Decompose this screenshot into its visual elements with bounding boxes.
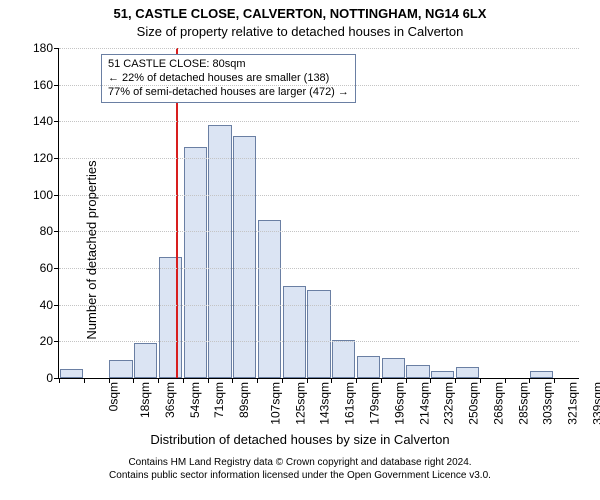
annotation-box: 51 CASTLE CLOSE: 80sqm← 22% of detached …: [101, 54, 356, 103]
xtick-mark: [307, 378, 308, 383]
xtick-mark: [257, 378, 258, 383]
bar: [431, 371, 454, 378]
ytick-label: 100: [33, 188, 59, 202]
gridline: [59, 48, 579, 49]
plot-area: 51 CASTLE CLOSE: 80sqm← 22% of detached …: [58, 48, 579, 379]
bar: [307, 290, 330, 378]
xtick-mark: [84, 378, 85, 383]
gridline: [59, 85, 579, 86]
xtick-mark: [430, 378, 431, 383]
annotation-line: 77% of semi-detached houses are larger (…: [108, 86, 349, 100]
ytick-label: 180: [33, 41, 59, 55]
ytick-label: 120: [33, 151, 59, 165]
ytick-label: 60: [40, 261, 59, 275]
xtick-mark: [505, 378, 506, 383]
xtick-mark: [109, 378, 110, 383]
footer-line: Contains HM Land Registry data © Crown c…: [0, 456, 600, 469]
xtick-label: 107sqm: [269, 382, 283, 425]
bar: [456, 367, 479, 378]
xtick-label: 54sqm: [188, 382, 202, 418]
xtick-label: 303sqm: [541, 382, 555, 425]
xtick-mark: [59, 378, 60, 383]
gridline: [59, 195, 579, 196]
xtick-mark: [480, 378, 481, 383]
gridline: [59, 158, 579, 159]
bar: [406, 365, 429, 378]
xtick-mark: [282, 378, 283, 383]
xtick-label: 285sqm: [516, 382, 530, 425]
x-axis-label: Distribution of detached houses by size …: [0, 432, 600, 447]
xtick-label: 179sqm: [368, 382, 382, 425]
xtick-label: 161sqm: [343, 382, 357, 425]
chart-title-main: 51, CASTLE CLOSE, CALVERTON, NOTTINGHAM,…: [0, 6, 600, 21]
xtick-mark: [232, 378, 233, 383]
chart-title-sub: Size of property relative to detached ho…: [0, 24, 600, 39]
xtick-label: 36sqm: [163, 382, 177, 418]
chart-container: 51, CASTLE CLOSE, CALVERTON, NOTTINGHAM,…: [0, 0, 600, 500]
ytick-label: 80: [40, 224, 59, 238]
bar: [283, 286, 306, 378]
gridline: [59, 121, 579, 122]
xtick-mark: [133, 378, 134, 383]
xtick-mark: [356, 378, 357, 383]
xtick-mark: [208, 378, 209, 383]
xtick-label: 89sqm: [237, 382, 251, 418]
xtick-mark: [455, 378, 456, 383]
xtick-mark: [554, 378, 555, 383]
xtick-mark: [406, 378, 407, 383]
bar: [134, 343, 157, 378]
xtick-label: 143sqm: [318, 382, 332, 425]
bar: [159, 257, 182, 378]
xtick-mark: [381, 378, 382, 383]
gridline: [59, 341, 579, 342]
bar: [357, 356, 380, 378]
xtick-mark: [158, 378, 159, 383]
gridline: [59, 231, 579, 232]
ytick-label: 0: [46, 371, 59, 385]
xtick-label: 321sqm: [566, 382, 580, 425]
bar: [208, 125, 231, 378]
bar: [60, 369, 83, 378]
bar: [530, 371, 553, 378]
xtick-mark: [529, 378, 530, 383]
xtick-label: 214sqm: [417, 382, 431, 425]
xtick-mark: [183, 378, 184, 383]
bar: [258, 220, 281, 378]
bar: [184, 147, 207, 378]
gridline: [59, 268, 579, 269]
bar: [382, 358, 405, 378]
ytick-label: 160: [33, 78, 59, 92]
xtick-label: 125sqm: [293, 382, 307, 425]
xtick-label: 71sqm: [212, 382, 226, 418]
xtick-label: 339sqm: [591, 382, 600, 425]
annotation-line: ← 22% of detached houses are smaller (13…: [108, 72, 349, 86]
xtick-label: 250sqm: [467, 382, 481, 425]
xtick-mark: [331, 378, 332, 383]
bar: [109, 360, 132, 378]
gridline: [59, 305, 579, 306]
annotation-line: 51 CASTLE CLOSE: 80sqm: [108, 58, 349, 72]
xtick-label: 268sqm: [492, 382, 506, 425]
ytick-label: 40: [40, 298, 59, 312]
xtick-label: 18sqm: [138, 382, 152, 418]
ytick-label: 140: [33, 114, 59, 128]
xtick-label: 0sqm: [107, 382, 121, 411]
ytick-label: 20: [40, 334, 59, 348]
footer-attribution: Contains HM Land Registry data © Crown c…: [0, 456, 600, 482]
xtick-label: 196sqm: [392, 382, 406, 425]
xtick-label: 232sqm: [442, 382, 456, 425]
footer-line: Contains public sector information licen…: [0, 469, 600, 482]
bar: [332, 340, 355, 379]
